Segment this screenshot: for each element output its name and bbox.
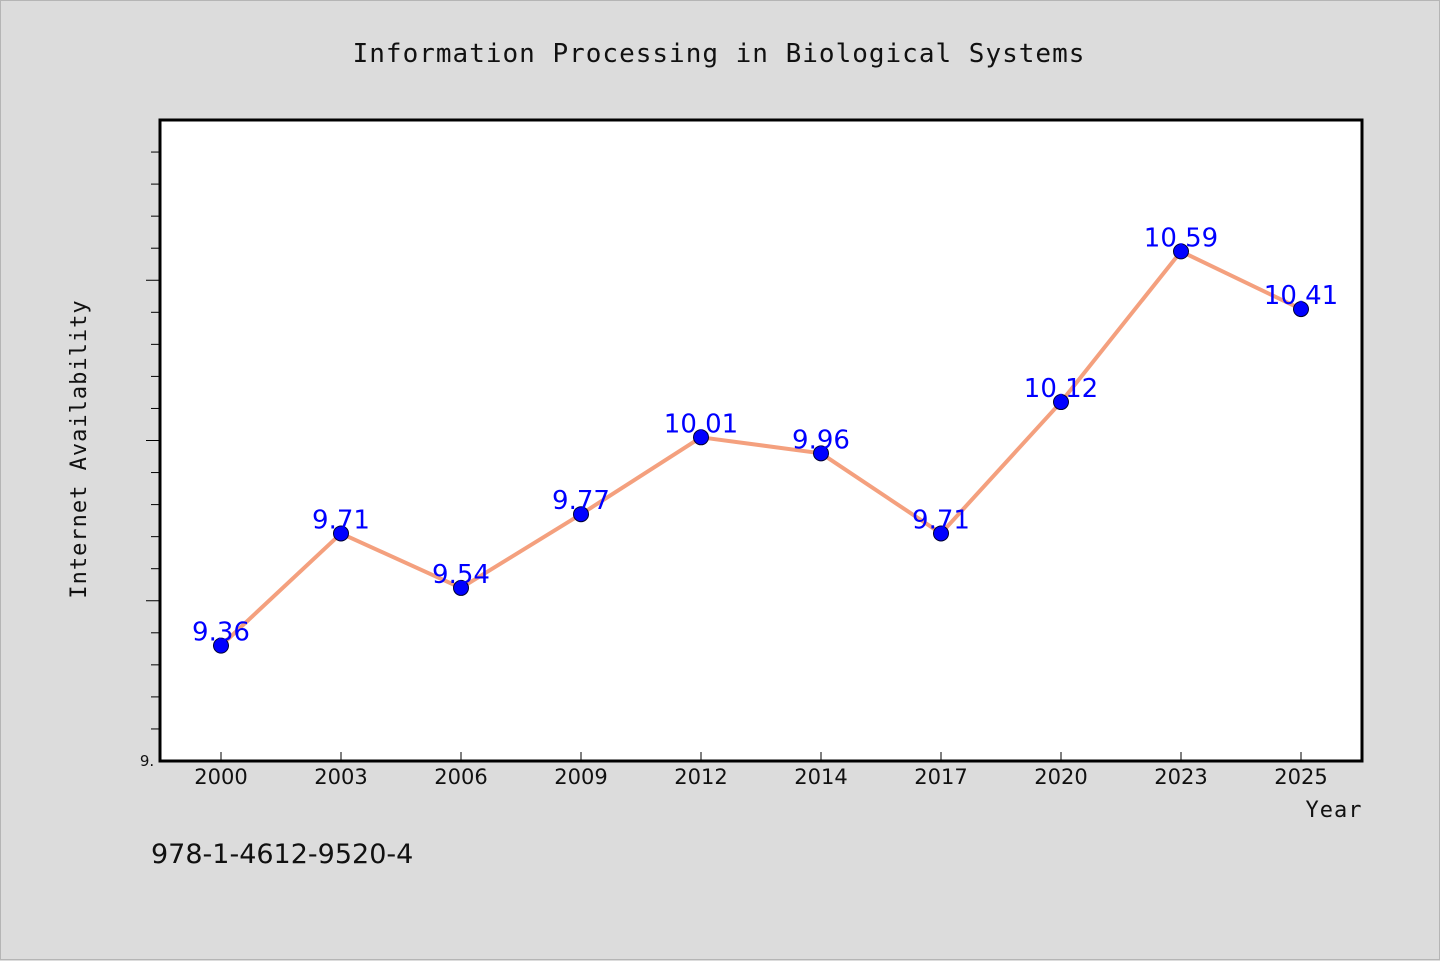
series-markers [213, 243, 1309, 654]
x-tick-label: 2020 [1034, 765, 1087, 789]
data-label: 10.59 [1144, 223, 1218, 253]
data-label: 9.54 [432, 560, 490, 590]
data-point [213, 637, 229, 654]
x-tick-label: 2017 [914, 765, 967, 789]
x-tick-label: 2006 [434, 765, 487, 789]
data-label: 9.71 [912, 505, 970, 535]
data-point [813, 445, 829, 462]
data-label: 10.41 [1264, 281, 1338, 311]
x-tick-label: 2009 [554, 765, 607, 789]
x-tick-label: 2012 [674, 765, 727, 789]
data-label: 9.77 [552, 486, 610, 516]
chart-title: Information Processing in Biological Sys… [353, 39, 1086, 69]
data-point [333, 525, 349, 542]
x-axis-label: Year [1306, 798, 1363, 823]
x-tick-label: 2023 [1154, 765, 1207, 789]
data-label: 9.36 [192, 618, 250, 648]
data-point [1173, 243, 1189, 260]
plot-area [160, 120, 1362, 761]
x-axis-tick-labels: 2000 2003 2006 2009 2012 2014 2017 2020 2023 2025 [194, 765, 1327, 789]
data-label: 10.12 [1024, 374, 1098, 404]
x-tick-label: 2000 [194, 765, 247, 789]
data-point [693, 429, 709, 446]
y-axis-label: Internet Availability [67, 299, 92, 598]
data-point [1053, 394, 1069, 411]
data-label: 10.01 [664, 409, 738, 439]
data-labels: 9.36 9.71 9.54 9.77 10.01 9.96 9.71 10.12 10.59 1… [192, 223, 1338, 647]
data-point [453, 579, 469, 596]
data-point [933, 525, 949, 542]
data-point [1293, 301, 1309, 318]
footnote-isbn: 978-1-4612-9520-4 [151, 839, 413, 870]
x-tick-label: 2003 [314, 765, 367, 789]
data-label: 9.96 [792, 425, 850, 455]
y-axis-min-tick-label: 9. [140, 752, 154, 770]
series-line [219, 249, 1302, 648]
data-label: 9.71 [312, 505, 370, 535]
x-tick-label: 2014 [794, 765, 847, 789]
y-axis-ticks [146, 151, 160, 730]
data-point [573, 506, 589, 523]
plot-frame [158, 118, 1364, 763]
x-tick-label: 2025 [1274, 765, 1327, 789]
